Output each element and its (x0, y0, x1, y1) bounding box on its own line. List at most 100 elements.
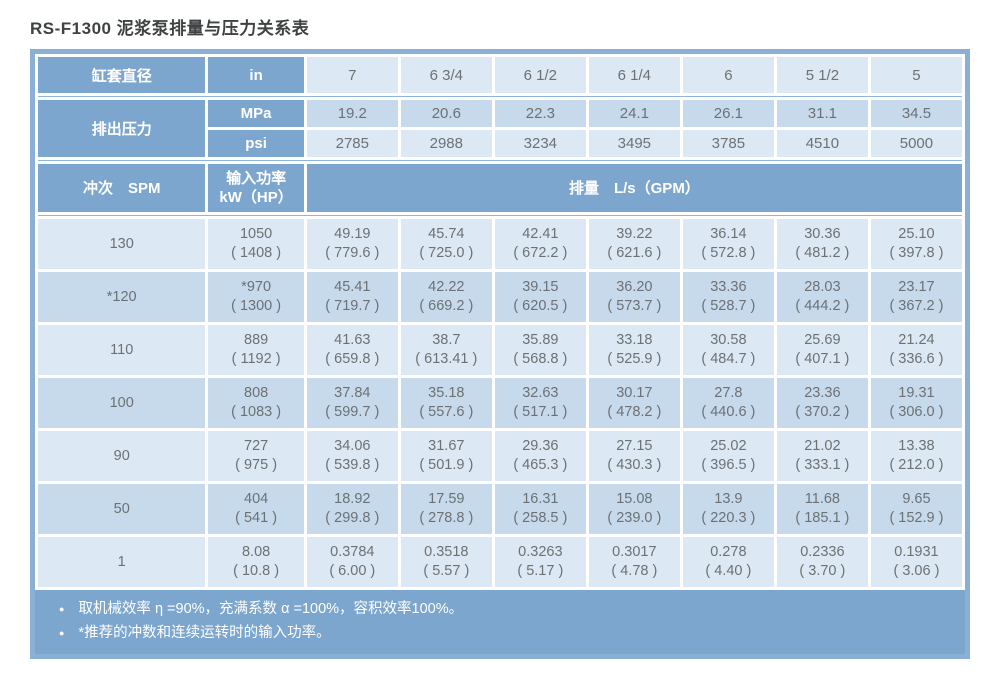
pressure-psi-value: 2785 (306, 130, 398, 157)
flow-cell: 15.08( 239.0 ) (588, 484, 680, 534)
section-separator (38, 160, 962, 161)
header-row-psi: psi 2785 2988 3234 3495 3785 4510 5000 (38, 130, 962, 157)
flow-cell: 0.278( 4.40 ) (682, 537, 774, 587)
flow-cell: 0.3784( 6.00 ) (306, 537, 398, 587)
liner-unit-label: in (208, 57, 304, 93)
pressure-psi-value: 3785 (682, 130, 774, 157)
liner-diameter-value: 6 1/2 (494, 57, 586, 93)
liner-diameter-value: 6 1/4 (588, 57, 680, 93)
power-cell: *970( 1300 ) (208, 272, 304, 322)
flow-cell: 39.22( 621.6 ) (588, 219, 680, 269)
bullet-icon: ● (59, 628, 65, 638)
spm-cell: 50 (38, 484, 206, 534)
flow-cell: 29.36( 465.3 ) (494, 431, 586, 481)
footnote-text: *推荐的冲数和连续运转时的输入功率。 (78, 625, 331, 641)
flow-cell: 0.3263( 5.17 ) (494, 537, 586, 587)
flow-cell: 45.41( 719.7 ) (306, 272, 398, 322)
power-cell: 727( 975 ) (208, 431, 304, 481)
spm-cell: 110 (38, 325, 206, 375)
table-row: 110 889( 1192 ) 41.63( 659.8 ) 38.7( 613.41… (38, 325, 962, 375)
flow-cell: 35.18( 557.6 ) (400, 378, 492, 428)
flow-cell: 41.63( 659.8 ) (306, 325, 398, 375)
flow-cell: 49.19( 779.6 ) (306, 219, 398, 269)
pressure-mpa-value: 34.5 (870, 100, 962, 127)
flow-cell: 13.9( 220.3 ) (682, 484, 774, 534)
bullet-icon: ● (59, 604, 65, 614)
input-power-label: 输入功率 kW（HP） (208, 164, 304, 212)
pressure-mpa-value: 24.1 (588, 100, 680, 127)
flow-cell: 30.36( 481.2 ) (776, 219, 868, 269)
spm-cell: 100 (38, 378, 206, 428)
spm-cell: 130 (38, 219, 206, 269)
liner-diameter-value: 7 (306, 57, 398, 93)
header-row-mpa: 排出压力 MPa 19.2 20.6 22.3 24.1 26.1 31.1 34.5 (38, 100, 962, 157)
table-row: *120 *970( 1300 ) 45.41( 719.7 ) 42.22( 669… (38, 272, 962, 322)
footnote-text: 取机械效率 η =90%，充满系数 α =100%，容积效率100%。 (78, 601, 464, 617)
flow-cell: 9.65( 152.9 ) (870, 484, 962, 534)
spm-cell: 1 (38, 537, 206, 587)
flow-cell: 16.31( 258.5 ) (494, 484, 586, 534)
flow-cell: 28.03( 444.2 ) (776, 272, 868, 322)
flow-cell: 23.36( 370.2 ) (776, 378, 868, 428)
liner-diameter-value: 6 3/4 (400, 57, 492, 93)
pressure-mpa-value: 31.1 (776, 100, 868, 127)
power-cell: 1050( 1408 ) (208, 219, 304, 269)
pressure-mpa-value: 19.2 (306, 100, 398, 127)
flow-cell: 42.41( 672.2 ) (494, 219, 586, 269)
liner-diameter-value: 5 1/2 (776, 57, 868, 93)
flow-cell: 33.36( 528.7 ) (682, 272, 774, 322)
section-separator (38, 96, 962, 97)
liner-diameter-value: 5 (870, 57, 962, 93)
table-row: 130 1050( 1408 ) 49.19( 779.6 ) 45.74( 725.… (38, 219, 962, 269)
section-separator (38, 215, 962, 216)
flow-cell: 30.17( 478.2 ) (588, 378, 680, 428)
flow-cell: 31.67( 501.9 ) (400, 431, 492, 481)
pressure-psi-value: 5000 (870, 130, 962, 157)
flow-cell: 38.7( 613.41 ) (400, 325, 492, 375)
flow-cell: 33.18( 525.9 ) (588, 325, 680, 375)
liner-diameter-label: 缸套直径 (38, 57, 206, 93)
pressure-mpa-value: 22.3 (494, 100, 586, 127)
flow-cell: 36.20( 573.7 ) (588, 272, 680, 322)
flow-cell: 30.58( 484.7 ) (682, 325, 774, 375)
flow-cell: 0.3017( 4.78 ) (588, 537, 680, 587)
separator-line (38, 96, 962, 97)
separator-line (38, 215, 962, 216)
power-cell: 889( 1192 ) (208, 325, 304, 375)
flow-rate-label: 排量 L/s（GPM） (306, 164, 962, 212)
flow-cell: 18.92( 299.8 ) (306, 484, 398, 534)
flow-cell: 25.02( 396.5 ) (682, 431, 774, 481)
liner-diameter-value: 6 (682, 57, 774, 93)
flow-cell: 37.84( 599.7 ) (306, 378, 398, 428)
pressure-psi-value: 3234 (494, 130, 586, 157)
flow-cell: 35.89( 568.8 ) (494, 325, 586, 375)
pressure-psi-value: 4510 (776, 130, 868, 157)
power-cell: 404( 541 ) (208, 484, 304, 534)
table-body: 130 1050( 1408 ) 49.19( 779.6 ) 45.74( 725.… (38, 219, 962, 587)
flow-cell: 11.68( 185.1 ) (776, 484, 868, 534)
flow-cell: 27.8( 440.6 ) (682, 378, 774, 428)
flow-cell: 45.74( 725.0 ) (400, 219, 492, 269)
flow-cell: 17.59( 278.8 ) (400, 484, 492, 534)
spm-cell: 90 (38, 431, 206, 481)
flow-cell: 0.1931( 3.06 ) (870, 537, 962, 587)
flow-cell: 13.38( 212.0 ) (870, 431, 962, 481)
input-power-label-line2: kW（HP） (219, 189, 293, 206)
separator-line (38, 160, 962, 161)
input-power-label-line1: 输入功率 (226, 170, 287, 187)
pressure-mpa-value: 20.6 (400, 100, 492, 127)
footnotes: ● 取机械效率 η =90%，充满系数 α =100%，容积效率100%。 ● … (35, 590, 965, 654)
flow-cell: 27.15( 430.3 ) (588, 431, 680, 481)
flow-cell: 42.22( 669.2 ) (400, 272, 492, 322)
strokes-spm-label: 冲次 SPM (38, 164, 206, 212)
flow-cell: 25.10( 397.8 ) (870, 219, 962, 269)
flow-cell: 23.17( 367.2 ) (870, 272, 962, 322)
footnote-recommended: ● *推荐的冲数和连续运转时的输入功率。 (35, 621, 965, 645)
table-row: 1 8.08( 10.8 ) 0.3784( 6.00 ) 0.3518( 5.57 … (38, 537, 962, 587)
flow-cell: 0.3518( 5.57 ) (400, 537, 492, 587)
flow-cell: 19.31( 306.0 ) (870, 378, 962, 428)
pressure-psi-value: 3495 (588, 130, 680, 157)
